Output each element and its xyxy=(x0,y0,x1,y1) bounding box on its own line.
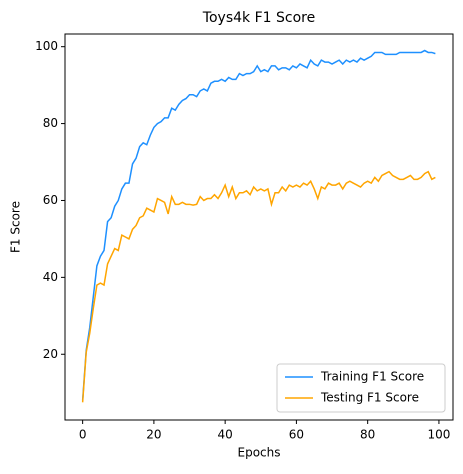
y-tick-label: 60 xyxy=(43,193,58,207)
x-tick-label: 40 xyxy=(218,428,233,442)
x-tick-label: 100 xyxy=(427,428,450,442)
y-tick-label: 100 xyxy=(35,39,58,53)
x-tick-label: 0 xyxy=(79,428,87,442)
x-axis-label: Epochs xyxy=(238,446,281,460)
series-line xyxy=(81,49,436,401)
y-tick-label: 80 xyxy=(43,116,58,130)
series-line xyxy=(81,170,436,403)
y-axis-label: F1 Score xyxy=(9,201,23,253)
x-tick-label: 60 xyxy=(289,428,304,442)
chart-title: Toys4k F1 Score xyxy=(202,10,315,26)
legend-label: Testing F1 Score xyxy=(320,391,419,405)
plot-frame xyxy=(64,33,454,421)
y-tick-label: 20 xyxy=(43,347,58,361)
x-tick-label: 80 xyxy=(360,428,375,442)
legend-box xyxy=(276,363,446,413)
x-tick-label: 20 xyxy=(146,428,161,442)
y-tick-label: 40 xyxy=(43,270,58,284)
legend-label: Training F1 Score xyxy=(320,370,424,384)
